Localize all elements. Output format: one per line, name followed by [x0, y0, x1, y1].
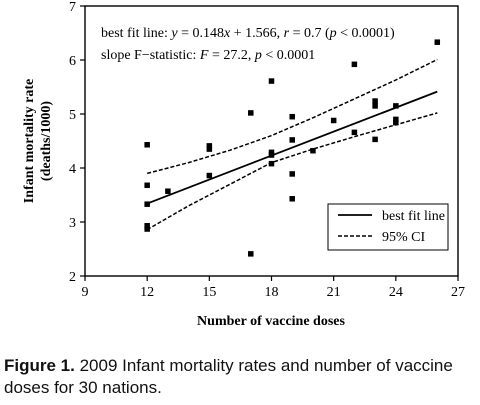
x-tick-label: 18 [265, 285, 279, 300]
data-point [248, 251, 254, 257]
y-tick-label: 7 [69, 0, 76, 15]
best-fit-line [146, 90, 438, 205]
x-tick-label: 27 [451, 285, 465, 300]
legend: best fit line 95% CI [327, 203, 449, 251]
legend-box [327, 203, 449, 251]
data-point [248, 110, 254, 116]
y-axis-label-line2: (deaths/1000) [39, 101, 54, 181]
data-point [289, 171, 295, 177]
figure-caption: Figure 1. 2009 Infant mortality rates an… [4, 355, 474, 399]
caption-text: 2009 Infant mortality rates and number o… [4, 356, 453, 397]
annotation-f-statistic: slope F−statistic: F = 27.2, p < 0.0001 [101, 48, 315, 63]
data-point [206, 143, 213, 149]
legend-label-best-fit: best fit line [382, 209, 445, 224]
x-tick-label: 12 [140, 285, 154, 300]
data-point [289, 137, 295, 143]
data-point [268, 78, 275, 84]
data-point [351, 129, 358, 136]
y-tick-label: 2 [69, 270, 76, 285]
data-point [330, 117, 337, 124]
data-point [434, 39, 441, 45]
data-point [144, 142, 150, 148]
data-point [289, 196, 295, 202]
data-point [268, 152, 275, 158]
x-tick-label: 21 [327, 285, 341, 300]
y-axis-ticks: 2 3 4 5 6 7 [69, 0, 85, 285]
data-point [289, 113, 295, 120]
data-point [393, 116, 399, 123]
data-point [393, 119, 399, 126]
y-tick-label: 3 [69, 216, 76, 231]
legend-label-ci: 95% CI [382, 230, 426, 245]
data-point [206, 172, 213, 179]
data-point [268, 160, 275, 167]
ci-upper-line [147, 58, 438, 175]
data-point [372, 98, 378, 104]
confidence-interval-lines [146, 58, 438, 231]
data-point [351, 61, 358, 68]
x-axis-ticks: 9 12 15 18 21 24 27 [82, 276, 465, 300]
data-point [144, 182, 150, 189]
best-fit-line-group [146, 90, 438, 205]
data-point [206, 146, 213, 152]
y-tick-label: 5 [69, 108, 76, 123]
x-axis-label: Number of vaccine doses [197, 314, 345, 329]
data-point [144, 201, 150, 207]
x-tick-label: 15 [202, 285, 216, 300]
data-point [144, 226, 150, 232]
x-tick-label: 9 [82, 285, 89, 300]
data-point [144, 223, 150, 229]
y-tick-label: 6 [69, 54, 76, 69]
scatter-chart: 9 12 15 18 21 24 27 2 3 4 5 6 7 best fit line: y = … [22, 0, 465, 329]
x-tick-label: 24 [389, 285, 403, 300]
y-axis-label-line1: Infant mortality rate [22, 79, 37, 203]
y-tick-label: 4 [69, 162, 76, 177]
ci-lower-line [146, 112, 438, 231]
data-point [310, 147, 316, 154]
caption-figure-label: Figure 1. [4, 356, 75, 375]
annotation-fit-equation: best fit line: y = 0.148x + 1.566, r = 0… [101, 26, 395, 41]
data-points [144, 39, 441, 257]
data-point [372, 136, 378, 143]
data-point [372, 103, 378, 109]
data-point [393, 103, 399, 109]
data-point [165, 188, 171, 194]
